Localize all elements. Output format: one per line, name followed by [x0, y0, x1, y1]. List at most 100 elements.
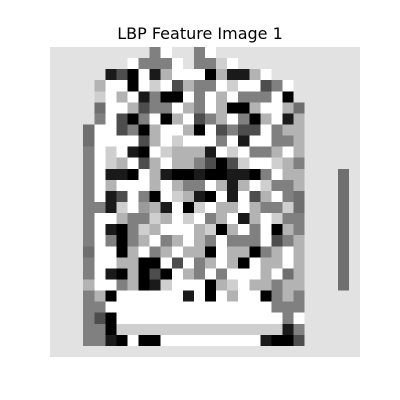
pixel	[337, 146, 350, 158]
pixel	[160, 91, 173, 103]
pixel	[149, 301, 161, 313]
pixel	[293, 69, 305, 81]
pixel	[238, 257, 250, 269]
pixel	[83, 69, 95, 81]
pixel	[260, 235, 272, 247]
pixel	[171, 301, 184, 313]
pixel	[193, 345, 206, 357]
pixel	[282, 213, 294, 225]
pixel	[337, 135, 350, 147]
pixel	[61, 323, 73, 336]
pixel	[304, 257, 316, 269]
pixel	[337, 190, 350, 203]
pixel	[72, 58, 84, 70]
pixel	[326, 69, 339, 81]
pixel	[72, 323, 84, 336]
pixel	[227, 235, 239, 247]
pixel	[260, 124, 272, 136]
pixel	[116, 312, 128, 325]
pixel	[271, 124, 283, 136]
pixel	[282, 323, 294, 336]
pixel	[227, 124, 239, 136]
pixel	[249, 113, 261, 125]
pixel	[315, 113, 328, 125]
pixel	[337, 268, 350, 280]
pixel	[171, 157, 184, 170]
pixel	[293, 301, 305, 313]
pixel	[94, 268, 106, 280]
pixel	[127, 202, 139, 214]
pixel	[105, 301, 117, 313]
pixel	[94, 246, 106, 258]
pixel	[315, 47, 328, 59]
pixel	[216, 202, 228, 214]
pixel	[94, 312, 106, 325]
pixel	[182, 58, 195, 70]
pixel	[116, 146, 128, 158]
pixel	[50, 213, 62, 225]
pixel	[105, 47, 117, 59]
pixel	[149, 190, 161, 203]
pixel	[61, 190, 73, 203]
pixel	[160, 58, 173, 70]
pixel	[127, 312, 139, 325]
pixel	[348, 179, 360, 192]
pixel	[116, 268, 128, 280]
pixel	[72, 113, 84, 125]
pixel	[337, 312, 350, 325]
pixel	[72, 290, 84, 302]
pixel	[50, 345, 62, 357]
pixel	[315, 235, 328, 247]
pixel	[304, 179, 316, 192]
pixel	[138, 179, 150, 192]
pixel	[216, 246, 228, 258]
pixel	[260, 179, 272, 192]
pixel	[182, 323, 195, 336]
pixel	[149, 246, 161, 258]
pixel	[149, 124, 161, 136]
pixel	[227, 345, 239, 357]
pixel	[216, 168, 228, 181]
pixel	[205, 179, 217, 192]
pixel	[304, 157, 316, 170]
pixel	[337, 323, 350, 336]
pixel	[238, 323, 250, 336]
pixel	[105, 345, 117, 357]
pixel	[227, 146, 239, 158]
pixel	[182, 113, 195, 125]
pixel	[171, 190, 184, 203]
pixel	[160, 312, 173, 325]
pixel	[326, 345, 339, 357]
pixel	[249, 168, 261, 181]
pixel	[238, 312, 250, 325]
pixel	[50, 179, 62, 192]
pixel	[127, 102, 139, 114]
pixel	[238, 47, 250, 59]
pixel	[83, 168, 95, 181]
pixel	[50, 80, 62, 92]
pixel	[216, 69, 228, 81]
pixel	[271, 268, 283, 280]
pixel	[149, 279, 161, 291]
pixel	[271, 91, 283, 103]
pixel	[238, 202, 250, 214]
pixel	[315, 246, 328, 258]
pixel	[326, 312, 339, 325]
pixel	[304, 190, 316, 203]
pixel	[72, 190, 84, 203]
pixel	[61, 124, 73, 136]
pixel	[116, 102, 128, 114]
pixel	[216, 268, 228, 280]
pixel	[348, 168, 360, 181]
pixel	[304, 246, 316, 258]
pixel	[337, 91, 350, 103]
pixel	[348, 301, 360, 313]
pixel	[160, 290, 173, 302]
pixel	[149, 268, 161, 280]
pixel	[94, 179, 106, 192]
pixel	[83, 345, 95, 357]
pixel	[260, 157, 272, 170]
pixel	[293, 135, 305, 147]
pixel	[249, 102, 261, 114]
pixel	[72, 102, 84, 114]
